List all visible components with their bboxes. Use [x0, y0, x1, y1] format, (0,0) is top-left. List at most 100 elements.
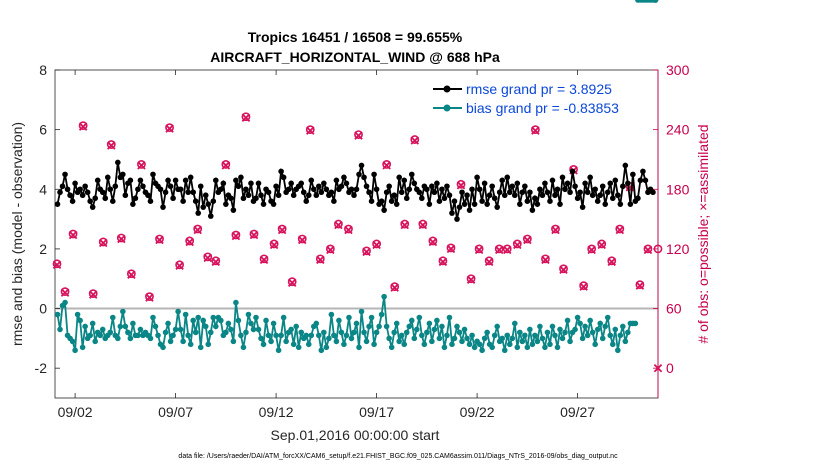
- rmse-point: [238, 174, 244, 181]
- rmse-point: [406, 186, 413, 193]
- rmse-point: [321, 180, 327, 187]
- rmse-point: [441, 195, 448, 202]
- bias-point: [434, 317, 440, 324]
- obs-assimilated-point: [607, 257, 617, 267]
- rmse-point: [486, 192, 493, 199]
- obs-assimilated-point: [185, 237, 194, 247]
- rmse-point: [637, 177, 644, 184]
- bias-point: [592, 341, 598, 348]
- rmse-point: [439, 186, 445, 193]
- bias-point: [295, 344, 302, 351]
- obs-assimilated-point: [60, 288, 70, 297]
- rmse-point: [356, 171, 362, 178]
- bias-point: [207, 329, 214, 336]
- rmse-point: [408, 171, 415, 178]
- obs-possible-point: [362, 246, 371, 256]
- bias-point: [549, 323, 556, 330]
- rmse-point: [308, 177, 315, 184]
- rmse-point: [564, 180, 571, 187]
- bias-point: [652, 0, 659, 3]
- bias-point: [398, 332, 405, 339]
- obs-possible-point: [116, 233, 126, 243]
- rmse-point: [288, 180, 294, 187]
- bias-point: [109, 314, 116, 321]
- obs-possible-point: [287, 277, 297, 287]
- bias-point: [202, 323, 209, 330]
- bias-point: [446, 314, 453, 321]
- rmse-point: [127, 177, 134, 184]
- y-tick-label-left: 8: [39, 62, 47, 78]
- bias-point: [396, 338, 403, 345]
- bias-point: [607, 332, 614, 339]
- rmse-point: [258, 192, 264, 199]
- bias-point: [233, 299, 239, 306]
- obs-assimilated-point: [259, 255, 269, 265]
- bias-point: [532, 332, 538, 339]
- bias-point: [615, 347, 621, 354]
- rmse-point: [569, 168, 576, 175]
- bias-point: [165, 320, 171, 327]
- rmse-point: [506, 189, 513, 196]
- rmse-point: [162, 189, 169, 196]
- rmse-point: [255, 180, 262, 187]
- bias-point: [579, 335, 586, 342]
- rmse-point: [79, 192, 86, 199]
- bias-point: [509, 335, 516, 342]
- rmse-point: [537, 186, 543, 193]
- obs-assimilated-point: [438, 257, 448, 267]
- rmse-point: [290, 192, 297, 199]
- bias-point: [587, 317, 593, 324]
- rmse-point: [273, 183, 279, 190]
- bias-point: [280, 314, 287, 321]
- bias-point: [358, 308, 365, 315]
- obs-possible-point: [541, 254, 550, 264]
- rmse-point: [524, 198, 531, 204]
- obs-assimilated-point: [615, 225, 625, 235]
- bias-point: [491, 332, 498, 339]
- bias-point: [290, 341, 297, 348]
- bias-point: [341, 341, 347, 348]
- obs-possible-point: [410, 135, 420, 144]
- rmse-point: [514, 180, 521, 187]
- bias-point: [383, 323, 390, 330]
- rmse-point: [429, 183, 435, 190]
- rmse-point: [57, 189, 63, 196]
- obs-assimilated-point: [326, 245, 335, 255]
- bias-point: [326, 335, 332, 342]
- rmse-point: [481, 180, 488, 187]
- rmse-point: [393, 201, 400, 207]
- bias-point: [125, 329, 131, 336]
- obs-assimilated-point: [316, 255, 325, 265]
- bias-point: [529, 341, 536, 348]
- rmse-point: [549, 177, 556, 184]
- bias-point: [328, 311, 335, 318]
- rmse-point: [489, 183, 495, 190]
- obs-possible-point: [68, 229, 78, 239]
- rmse-point: [640, 168, 646, 175]
- rmse-point: [132, 195, 139, 202]
- obs-possible-point: [78, 121, 88, 131]
- bias-point: [371, 341, 377, 348]
- bias-point: [250, 326, 257, 333]
- rmse-point: [474, 174, 480, 181]
- bias-point: [74, 311, 81, 318]
- rmse-point: [587, 174, 593, 181]
- rmse-point: [69, 198, 76, 204]
- obs-assimilated-point: [559, 265, 568, 275]
- bias-point: [225, 320, 232, 327]
- obs-assimilated-point: [145, 293, 154, 302]
- y-tick-label-right: 180: [666, 181, 690, 197]
- obs-assimilated-point: [88, 290, 98, 299]
- bias-point: [72, 347, 78, 354]
- bias-point: [197, 344, 204, 351]
- obs-possible-point: [60, 287, 70, 297]
- bias-point: [190, 317, 196, 324]
- obs-possible-point: [390, 282, 400, 292]
- rmse-point: [529, 207, 536, 213]
- bias-point: [441, 344, 448, 351]
- bias-point: [481, 335, 488, 342]
- rmse-point: [464, 192, 470, 199]
- obs-possible-point: [98, 237, 108, 247]
- rmse-point: [328, 189, 335, 196]
- bias-point: [373, 329, 380, 336]
